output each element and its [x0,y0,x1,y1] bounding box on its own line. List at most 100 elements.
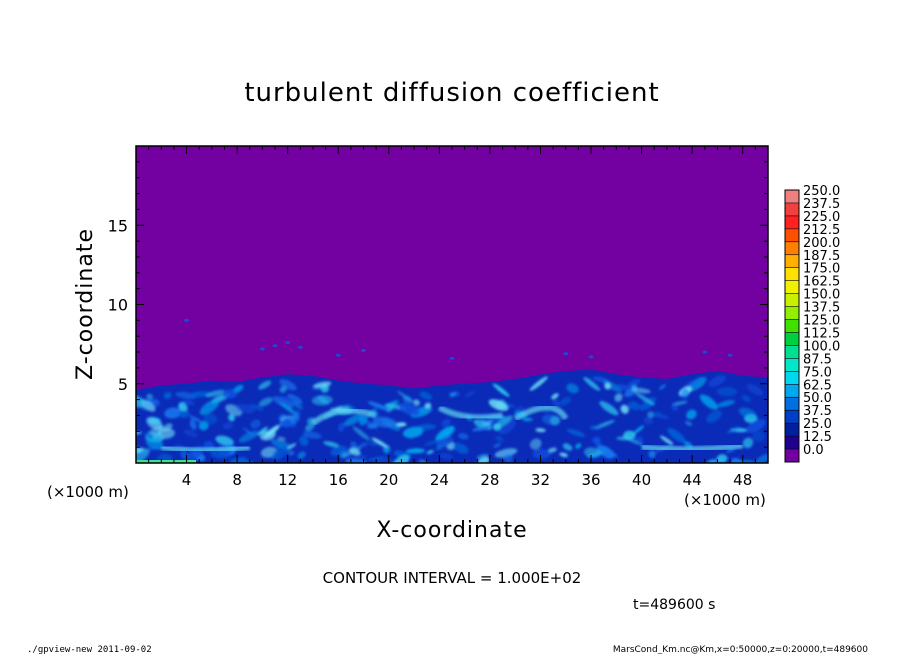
eddy-speck [361,348,367,352]
colorbar: 250.0237.5225.0212.5200.0187.5175.0162.5… [784,184,840,463]
eddy [222,422,234,430]
eddy [647,411,655,419]
eddy [222,389,238,399]
eddy-speck [285,341,291,345]
colorbar-label: 212.5 [803,223,840,238]
eddy [359,442,369,448]
eddy [477,456,490,463]
eddy [566,383,579,394]
eddy [659,384,666,390]
eddy [313,381,332,389]
eddy-speck [563,352,569,356]
eddy [628,401,641,411]
eddy [575,443,582,449]
colorbar-swatch [785,228,799,242]
eddy [372,416,397,428]
x-tick-label: 40 [632,471,651,489]
eddy [614,393,623,402]
eddy-streak [513,404,569,422]
eddy [238,430,259,443]
eddy [367,401,389,411]
eddy [287,450,295,456]
eddy [305,422,316,432]
colorbar-swatch [785,371,799,385]
y-tick-label: 5 [118,375,128,394]
colorbar-label: 12.5 [803,430,832,445]
eddy [419,391,433,400]
eddy [136,448,150,463]
eddy [583,376,601,391]
eddy [559,452,569,458]
eddy [708,375,727,388]
eddy [680,388,690,399]
eddy [660,435,674,445]
eddy-streak [641,442,744,453]
eddy [338,422,345,432]
eddy-speck [297,345,303,349]
colorbar-swatch [785,202,799,216]
colorbar-label: 25.0 [803,417,832,432]
colorbar-swatch [785,254,799,268]
eddy [529,376,548,391]
colorbar-label: 237.5 [803,197,840,212]
x-axis-unit-right: (×1000 m) [684,491,766,509]
eddy [146,438,164,450]
eddy [492,422,502,431]
eddy [349,447,361,456]
eddy [350,441,357,448]
eddy [639,397,657,411]
eddy [250,419,261,429]
eddy [648,450,656,459]
eddy [752,431,766,442]
eddy [198,421,209,431]
x-tick-label: 32 [531,471,550,489]
eddy [272,445,289,461]
colorbar-swatch [785,267,799,281]
eddy [643,417,654,425]
eddy-speck [727,353,733,357]
eddy [279,402,299,417]
colorbar-swatch [785,332,799,346]
contour-interval-label: CONTOUR INTERVAL = 1.000E+02 [323,569,582,587]
eddy [436,436,454,448]
eddy [633,425,645,434]
colorbar-label: 150.0 [803,288,840,303]
eddy [398,402,421,416]
eddy-speck [335,353,341,357]
eddy [163,392,172,400]
eddy [343,413,364,427]
colorbar-swatch [785,293,799,307]
x-tick-label: 28 [480,471,499,489]
x-tick-label: 20 [379,471,398,489]
x-tick-label: 12 [278,471,297,489]
turbulent-eddies [136,375,768,463]
eddy-streak [311,407,378,426]
eddy [551,393,559,400]
eddy [352,426,371,441]
eddy [589,425,602,430]
colorbar-label: 200.0 [803,236,840,251]
eddy [299,435,309,447]
eddy [371,437,388,448]
eddy [146,393,153,400]
eddy [367,456,386,461]
eddy [323,441,340,448]
colorbar-label: 87.5 [803,352,832,367]
eddy [279,385,287,393]
eddy [302,431,322,439]
eddy [671,400,688,406]
footer-right: MarsCond_Km.nc@Km,x=0:50000,z=0:20000,t=… [613,645,868,654]
eddy [635,392,655,406]
colorbar-swatch [785,319,799,333]
eddy [746,383,764,396]
eddy [181,400,196,405]
x-tick-label: 36 [581,471,600,489]
eddy [620,404,629,414]
eddy [716,399,736,408]
x-tick-label: 44 [683,471,702,489]
colorbar-label: 100.0 [803,339,840,354]
eddy [671,404,679,411]
eddy [599,401,619,416]
eddy [667,428,686,443]
